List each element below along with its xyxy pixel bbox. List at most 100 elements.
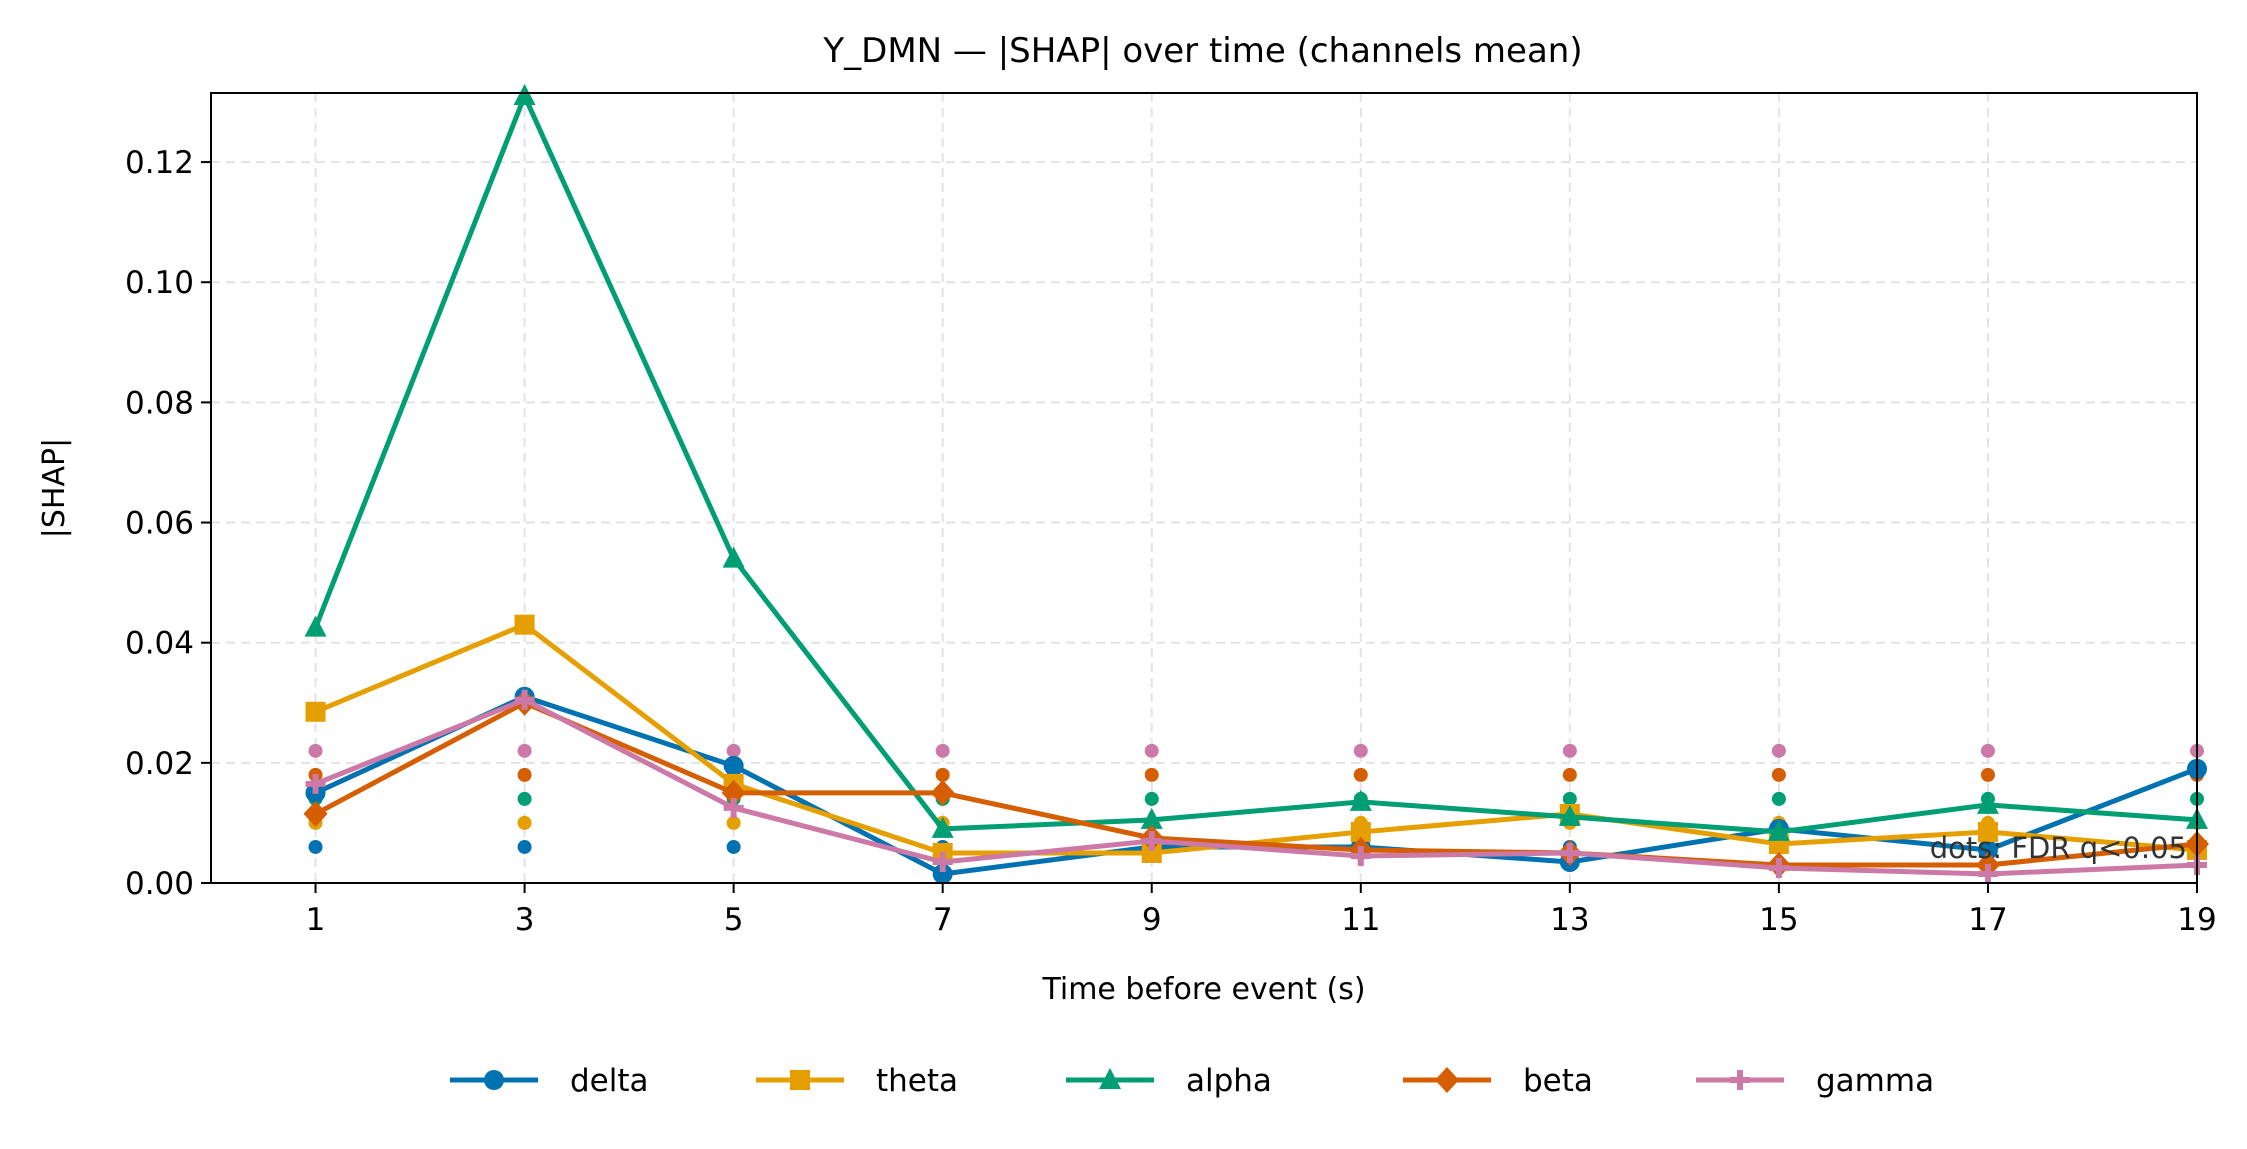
- x-tick-label: 19: [2177, 902, 2216, 938]
- data-point-gamma: [723, 797, 744, 818]
- data-point-theta: [305, 701, 326, 722]
- legend-item-beta: beta: [1403, 1063, 1593, 1099]
- x-tick-label: 17: [1968, 902, 2007, 938]
- series-delta: [305, 686, 2207, 884]
- axes: 1 3 5 7 9 11 13 15 17 190.000.020.040.060.080.100…: [125, 145, 2217, 938]
- data-point-delta: [1977, 839, 1998, 860]
- series-line-beta: [314, 700, 2198, 868]
- significance-dot-gamma: [1771, 743, 1786, 758]
- significance-dot-theta: [517, 815, 532, 830]
- legend-item-alpha: alpha: [1066, 1063, 1272, 1099]
- significance-dot-gamma: [1353, 743, 1368, 758]
- legend-item-delta: delta: [450, 1063, 649, 1099]
- series-alpha: [304, 84, 2208, 841]
- data-point-gamma: [1141, 830, 1162, 851]
- x-tick-label: 15: [1759, 902, 1798, 938]
- significance-dot-gamma: [726, 743, 741, 758]
- x-tick-label: 1: [306, 902, 326, 938]
- data-point-beta: [930, 779, 955, 806]
- legend-marker-beta: [1435, 1067, 1459, 1093]
- data-point-gamma: [932, 851, 953, 872]
- data-point-alpha: [1767, 819, 1790, 841]
- x-tick-label: 3: [515, 902, 535, 938]
- series-line-alpha: [313, 93, 2198, 835]
- data-point-gamma: [1350, 845, 1371, 866]
- significance-dot-gamma: [1144, 743, 1159, 758]
- significance-dot-gamma: [308, 743, 323, 758]
- significance-dot-alpha: [1562, 791, 1577, 806]
- y-axis-label: |SHAP|: [37, 438, 72, 538]
- y-tick-label: 0.00: [125, 866, 194, 902]
- data-point-delta: [723, 755, 744, 776]
- significance-annotation: dots: FDR q<0.05: [1930, 831, 2187, 865]
- series-line-gamma: [314, 697, 2198, 877]
- significance-dot-beta: [1562, 767, 1577, 782]
- data-point-gamma: [1977, 863, 1998, 884]
- y-tick-label: 0.06: [125, 506, 194, 542]
- legend-item-theta: theta: [756, 1063, 958, 1099]
- significance-dot-beta: [1144, 767, 1159, 782]
- significance-dot-alpha: [1771, 791, 1786, 806]
- data-point-alpha: [1349, 789, 1372, 811]
- significance-dot-beta: [1353, 767, 1368, 782]
- data-point-alpha: [1558, 804, 1581, 826]
- y-tick-label: 0.04: [125, 626, 194, 662]
- legend-marker-gamma: [1730, 1070, 1750, 1090]
- legend-label-theta: theta: [876, 1063, 958, 1099]
- legend-item-gamma: gamma: [1696, 1063, 1934, 1099]
- x-tick-label: 13: [1550, 902, 1589, 938]
- grid: [211, 93, 2198, 884]
- significance-dot-gamma: [935, 743, 950, 758]
- data-point-delta: [932, 863, 953, 884]
- significance-dot-theta: [726, 815, 741, 830]
- data-point-alpha: [1140, 807, 1163, 829]
- significance-dot-beta: [935, 767, 950, 782]
- data-point-beta: [303, 800, 328, 827]
- x-tick-label: 11: [1341, 902, 1380, 938]
- data-point-alpha: [513, 84, 536, 106]
- significance-dot-gamma: [1562, 743, 1577, 758]
- data-point-theta: [1977, 821, 1998, 842]
- data-point-alpha: [722, 546, 745, 568]
- legend-label-gamma: gamma: [1816, 1063, 1934, 1099]
- series-lines: [303, 84, 2209, 884]
- legend-marker-theta: [790, 1070, 810, 1090]
- plot-area-frame: [210, 92, 2198, 884]
- chart-title: Y_DMN — |SHAP| over time (channels mean): [822, 31, 1582, 71]
- x-tick-label: 9: [1142, 902, 1162, 938]
- significance-dot-beta: [517, 767, 532, 782]
- legend-marker-delta: [484, 1070, 504, 1090]
- legend-label-beta: beta: [1523, 1063, 1593, 1099]
- significance-dot-beta: [1771, 767, 1786, 782]
- data-point-beta: [721, 779, 746, 806]
- significance-dot-delta: [308, 839, 323, 854]
- significance-dot-delta: [517, 839, 532, 854]
- data-point-theta: [1350, 821, 1371, 842]
- significance-dot-beta: [1980, 767, 1995, 782]
- y-tick-label: 0.10: [125, 265, 194, 301]
- data-point-gamma: [514, 689, 535, 710]
- y-tick-label: 0.02: [125, 746, 194, 782]
- data-point-alpha: [304, 615, 327, 637]
- significance-dot-delta: [726, 839, 741, 854]
- legend-marker-alpha: [1099, 1068, 1121, 1089]
- x-tick-label: 7: [933, 902, 953, 938]
- y-tick-label: 0.12: [125, 145, 194, 181]
- series-theta: [305, 614, 2207, 863]
- legend-label-alpha: alpha: [1186, 1063, 1272, 1099]
- y-tick-label: 0.08: [125, 385, 194, 421]
- significance-dot-gamma: [1980, 743, 1995, 758]
- significance-dot-alpha: [1144, 791, 1159, 806]
- legend-label-delta: delta: [570, 1063, 649, 1099]
- data-point-alpha: [931, 816, 954, 838]
- x-tick-label: 5: [724, 902, 744, 938]
- x-axis-label: Time before event (s): [1041, 972, 1365, 1007]
- data-point-theta: [1141, 842, 1162, 863]
- significance-dot-gamma: [517, 743, 532, 758]
- legend: delta theta alpha beta gamma: [450, 1063, 1934, 1099]
- data-point-theta: [514, 614, 535, 635]
- data-point-gamma: [1768, 857, 1789, 878]
- data-point-gamma: [1559, 842, 1580, 863]
